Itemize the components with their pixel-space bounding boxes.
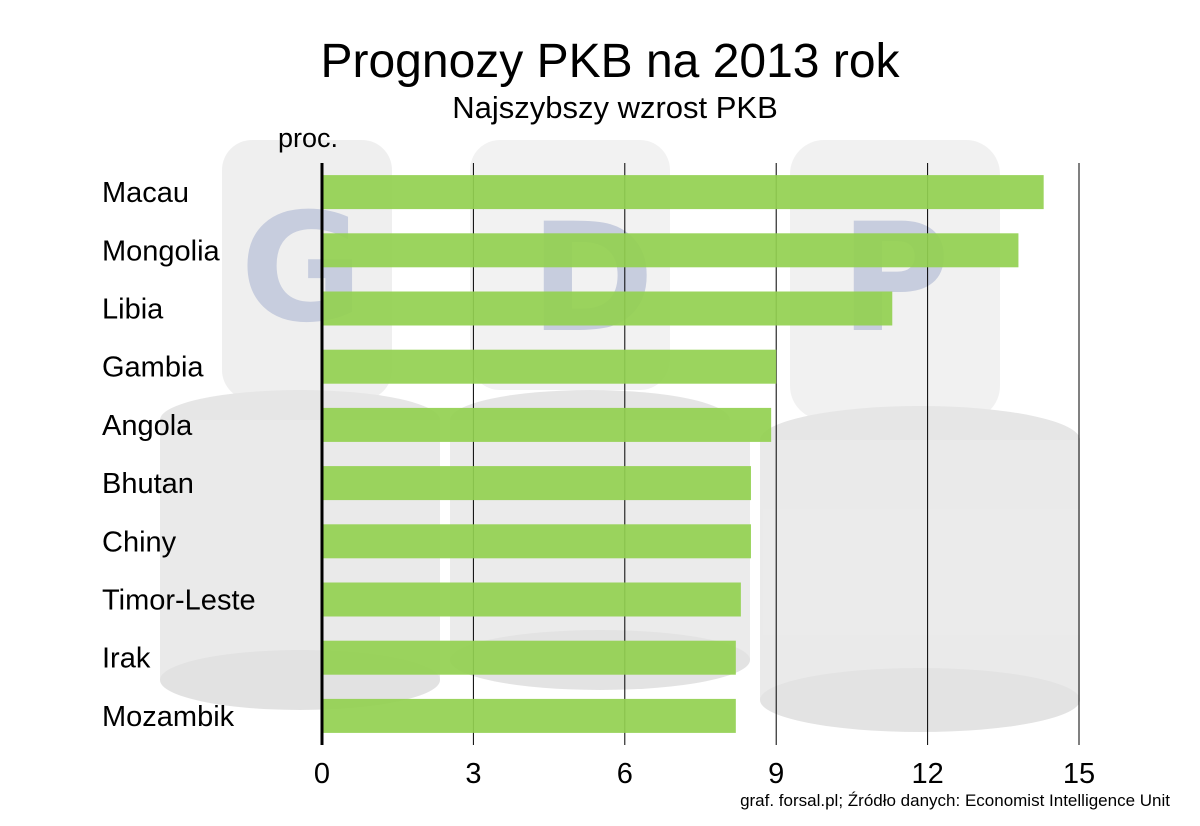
bar-gambia [322, 349, 777, 384]
svg-text:D: D [530, 192, 655, 366]
bar-timor-leste [322, 582, 741, 617]
bar-angola [322, 407, 772, 442]
svg-text:G: G [240, 182, 363, 356]
bar-macau [322, 175, 1044, 210]
svg-text:P: P [840, 192, 950, 366]
category-label: Mozambik [102, 701, 235, 733]
category-label: Timor-Leste [102, 585, 256, 617]
category-label: Macau [102, 177, 189, 209]
x-tick-label: 6 [617, 758, 633, 790]
bar-bhutan [322, 466, 751, 501]
category-label: Irak [102, 643, 151, 675]
category-label: Gambia [102, 352, 204, 384]
x-tick-label: 9 [768, 758, 784, 790]
chart-title: Prognozy PKB na 2013 rok [320, 35, 900, 88]
bar-mongolia [322, 233, 1019, 268]
category-label: Libia [102, 294, 164, 326]
category-label: Mongolia [102, 235, 221, 267]
x-tick-label: 15 [1063, 758, 1095, 790]
bar-chiny [322, 524, 751, 559]
bar-mozambik [322, 698, 736, 733]
chart-subtitle: Najszybszy wzrost PKB [452, 90, 778, 125]
unit-label: proc. [278, 123, 339, 153]
bar-irak [322, 640, 736, 675]
x-tick-label: 3 [465, 758, 481, 790]
x-tick-label: 12 [911, 758, 943, 790]
source-note: graf. forsal.pl; Źródło danych: Economis… [740, 791, 1170, 810]
bar-libia [322, 291, 893, 326]
category-label: Angola [102, 410, 193, 442]
category-label: Chiny [102, 526, 177, 558]
x-tick-label: 0 [314, 758, 330, 790]
category-label: Bhutan [102, 468, 194, 500]
